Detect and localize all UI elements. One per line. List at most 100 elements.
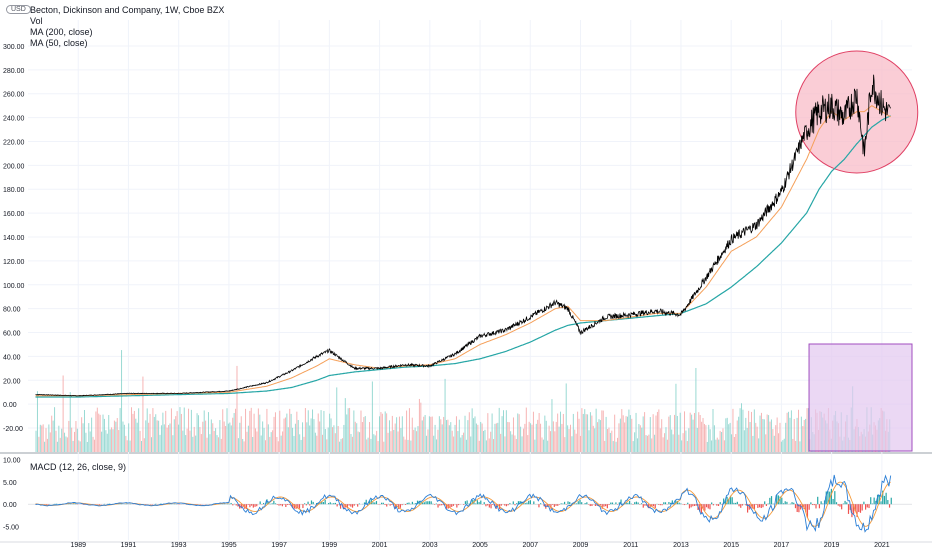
macd-histogram-bar bbox=[712, 504, 714, 506]
volume-bar bbox=[186, 428, 188, 452]
currency-badge[interactable]: USD bbox=[6, 5, 31, 14]
volume-bar bbox=[768, 415, 770, 452]
volume-bar bbox=[359, 432, 361, 452]
macd-histogram-bar bbox=[563, 501, 566, 505]
macd-histogram-bar bbox=[711, 502, 713, 505]
volume-bar bbox=[418, 398, 420, 452]
macd-histogram-bar bbox=[688, 504, 691, 509]
volume-bar bbox=[172, 435, 174, 452]
volume-bar bbox=[594, 428, 596, 452]
macd-histogram-bar bbox=[707, 504, 709, 509]
volume-bar bbox=[574, 429, 576, 452]
macd-histogram-bar bbox=[302, 504, 304, 509]
macd-histogram-bar bbox=[839, 504, 841, 507]
volume-bar bbox=[437, 429, 439, 452]
macd-histogram-bar bbox=[793, 502, 795, 505]
macd-histogram-bar bbox=[651, 504, 653, 507]
volume-bar bbox=[49, 432, 51, 452]
macd-histogram-bar bbox=[728, 498, 730, 505]
volume-bar bbox=[535, 423, 537, 452]
volume-bar bbox=[51, 415, 53, 452]
volume-bar bbox=[398, 416, 400, 452]
volume-bar bbox=[207, 412, 209, 452]
volume-bar bbox=[706, 441, 708, 452]
macd-histogram-bar bbox=[726, 496, 728, 505]
macd-histogram-bar bbox=[598, 504, 600, 506]
volume-bar bbox=[255, 428, 257, 452]
macd-histogram-bar bbox=[370, 499, 372, 505]
macd-histogram-bar bbox=[285, 504, 287, 507]
volume-bar bbox=[618, 423, 620, 452]
macd-histogram-bar bbox=[683, 504, 685, 506]
volume-bar bbox=[531, 424, 533, 452]
macd-histogram-bar bbox=[723, 498, 725, 505]
macd-histogram-bar bbox=[584, 503, 586, 505]
volume-bar bbox=[723, 440, 725, 452]
volume-bar bbox=[702, 417, 704, 452]
macd-histogram-bar bbox=[286, 504, 289, 505]
volume-bars bbox=[35, 350, 891, 452]
volume-bar bbox=[795, 440, 797, 452]
volume-bar bbox=[799, 441, 801, 452]
volume-bar bbox=[249, 410, 251, 452]
macd-histogram-bar bbox=[779, 496, 781, 505]
macd-histogram-bar bbox=[630, 503, 632, 505]
volume-bar bbox=[498, 407, 500, 452]
macd-histogram-bar bbox=[476, 500, 478, 505]
macd-histogram-bar bbox=[736, 501, 738, 505]
volume-bar bbox=[703, 423, 705, 452]
macd-histogram-bar bbox=[552, 504, 554, 505]
volume-bar bbox=[227, 423, 229, 452]
volume-bar bbox=[170, 408, 172, 452]
volume-bar bbox=[155, 414, 157, 452]
macd-histogram-bar bbox=[445, 504, 448, 509]
volume-bar bbox=[755, 422, 757, 452]
highlight-rectangle[interactable] bbox=[808, 343, 913, 452]
macd-histogram-bar bbox=[654, 504, 656, 509]
macd-histogram-bar bbox=[415, 503, 417, 505]
volume-bar bbox=[785, 422, 787, 452]
macd-histogram-bar bbox=[422, 502, 424, 505]
volume-bar bbox=[35, 430, 37, 452]
macd-histogram-bar bbox=[786, 501, 788, 505]
volume-bar bbox=[778, 433, 780, 452]
macd-histogram-bar bbox=[731, 497, 733, 505]
volume-bar bbox=[748, 410, 750, 452]
macd-histogram-bar bbox=[449, 504, 451, 508]
volume-bar bbox=[324, 429, 326, 452]
volume-bar bbox=[341, 438, 343, 452]
volume-bar bbox=[354, 421, 356, 452]
volume-bar bbox=[153, 416, 155, 452]
macd-histogram-bar bbox=[456, 504, 458, 508]
macd-histogram-bar bbox=[411, 501, 413, 505]
volume-bar bbox=[123, 424, 125, 452]
volume-bar bbox=[584, 409, 586, 452]
volume-bar bbox=[786, 412, 788, 452]
volume-bar bbox=[125, 435, 127, 452]
x-tick-label: 2015 bbox=[723, 542, 739, 549]
macd-histogram-bar bbox=[389, 504, 391, 506]
macd-histogram-bar bbox=[618, 502, 620, 505]
macd-histogram-bar bbox=[305, 504, 307, 506]
volume-bar bbox=[749, 422, 751, 452]
volume-bar bbox=[62, 375, 64, 452]
volume-bar bbox=[742, 409, 744, 452]
volume-bar bbox=[465, 439, 467, 452]
macd-histogram-bar bbox=[266, 499, 268, 505]
volume-bar bbox=[471, 408, 473, 452]
macd-histogram-bar bbox=[878, 495, 880, 505]
volume-bar bbox=[256, 431, 258, 452]
macd-histogram-bar bbox=[846, 502, 848, 505]
macd-histogram-bar bbox=[478, 502, 480, 505]
volume-bar bbox=[581, 408, 583, 452]
volume-bar bbox=[56, 441, 58, 452]
volume-bar bbox=[705, 425, 707, 452]
x-tick-label: 2009 bbox=[573, 542, 589, 549]
volume-bar bbox=[140, 440, 142, 452]
y-tick-label: 100.00 bbox=[3, 283, 25, 290]
macd-histogram-bar bbox=[232, 504, 234, 506]
macd-histogram-bar bbox=[98, 504, 101, 505]
macd-histogram-bar bbox=[428, 501, 431, 505]
volume-bar bbox=[160, 425, 162, 452]
